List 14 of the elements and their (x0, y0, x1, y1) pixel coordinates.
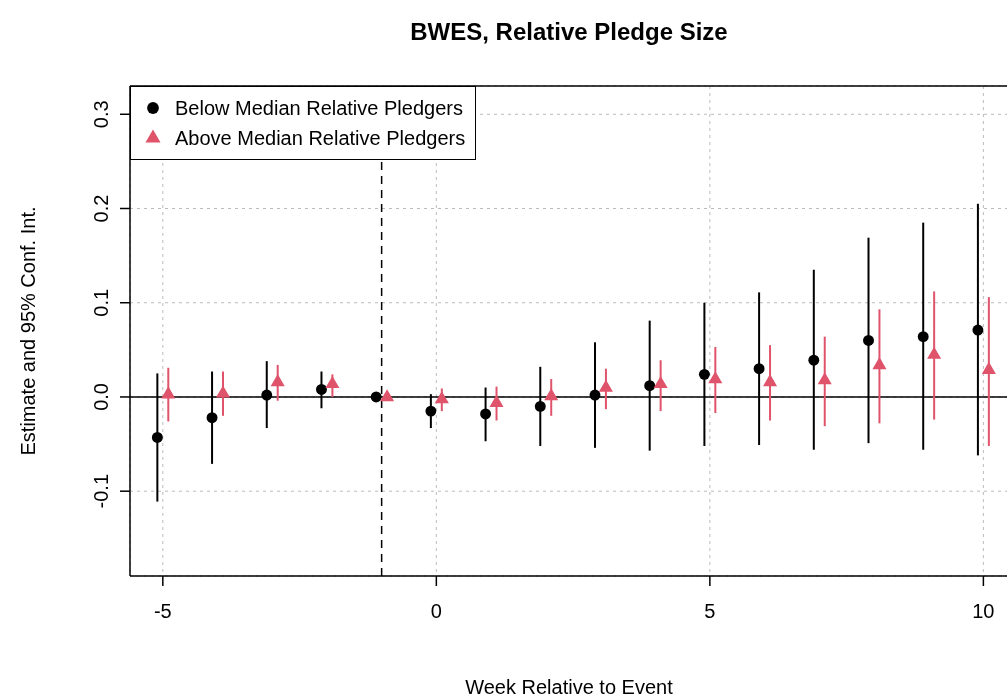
legend-label: Below Median Relative Pledgers (175, 96, 463, 121)
chart-title: BWES, Relative Pledge Size (409, 18, 729, 46)
y-axis-title: Estimate and 95% Conf. Int. (17, 206, 40, 456)
y-tick-label: 0.0 (90, 383, 112, 411)
x-tick-label: 10 (972, 600, 995, 623)
x-axis-title: Week Relative to Event (465, 676, 674, 696)
x-tick-label: 5 (704, 600, 716, 623)
legend-label: Above Median Relative Pledgers (175, 126, 466, 151)
y-tick-label: 0.1 (90, 288, 112, 317)
x-tick-label: 0 (430, 600, 442, 623)
y-tick-label: -0.1 (90, 473, 112, 509)
y-tick-label: 0.3 (90, 100, 112, 129)
y-tick-label: 0.2 (90, 194, 112, 223)
x-tick-label: -5 (153, 600, 172, 623)
